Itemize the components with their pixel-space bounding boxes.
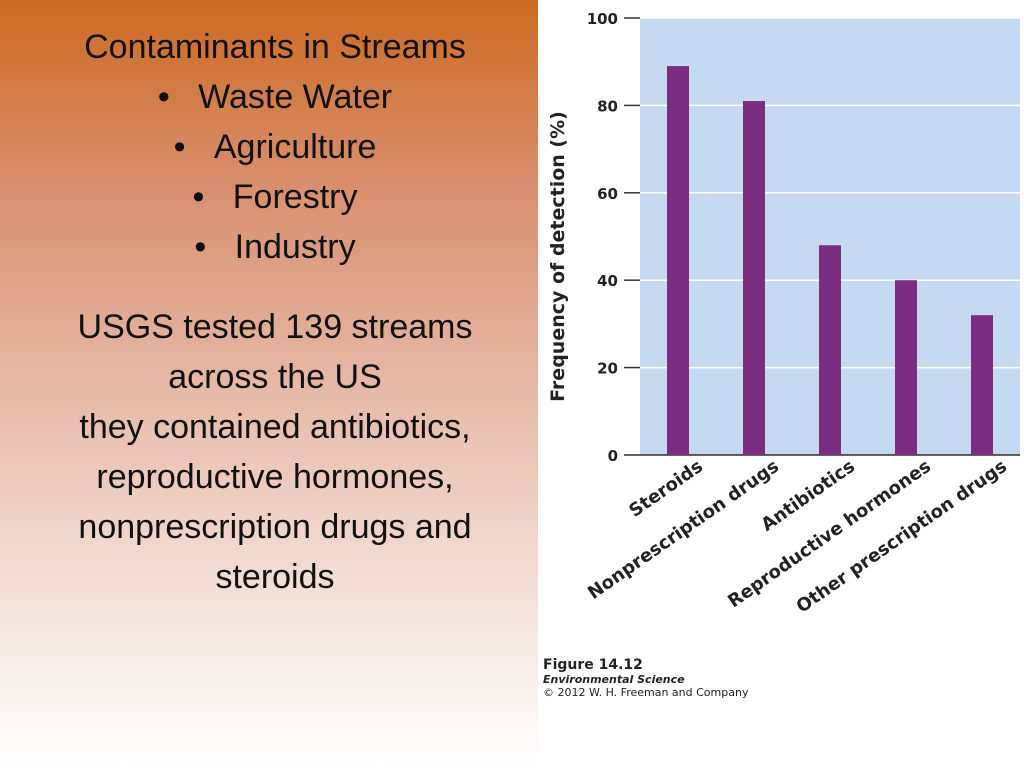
bar — [971, 315, 993, 455]
figure: 0 20 40 60 80 100 Steroids Nonprescription drug… — [538, 0, 1024, 768]
body-line: USGS tested 139 streams — [77, 308, 473, 346]
bullet-item: Forestry — [20, 172, 530, 222]
body-line: across the US — [168, 358, 382, 396]
bullet-item: Waste Water — [20, 72, 530, 122]
bar — [743, 101, 765, 455]
y-tick-label: 0 — [608, 447, 618, 465]
y-tick-label: 80 — [597, 97, 618, 115]
body-text: USGS tested 139 streams across the US th… — [20, 302, 530, 602]
bullet-item: Industry — [20, 222, 530, 272]
body-line: they contained antibiotics, — [79, 408, 471, 446]
slide-text-panel: Contaminants in Streams Waste Water Agri… — [0, 0, 540, 768]
bullet-item: Agriculture — [20, 122, 530, 172]
figure-source: Environmental Science — [543, 673, 685, 686]
bar — [895, 280, 917, 455]
slide-heading: Contaminants in Streams — [84, 28, 466, 66]
bar — [667, 66, 689, 455]
bar — [819, 245, 841, 455]
body-line: nonprescription drugs and — [78, 508, 472, 546]
y-tick-label: 60 — [597, 185, 618, 203]
body-line: steroids — [215, 558, 335, 596]
y-tick-label: 20 — [597, 360, 618, 378]
y-tick-label: 100 — [587, 10, 618, 28]
bullet-list: Waste Water Agriculture Forestry Industr… — [20, 72, 530, 272]
y-tick-label: 40 — [597, 272, 618, 290]
figure-copyright: © 2012 W. H. Freeman and Company — [543, 686, 749, 699]
figure-caption: Figure 14.12 Environmental Science © 201… — [543, 657, 843, 699]
title-block: Contaminants in Streams Waste Water Agri… — [20, 22, 530, 272]
body-line: reproductive hormones, — [96, 458, 454, 496]
figure-number: Figure 14.12 — [543, 657, 643, 673]
y-axis-label: Frequency of detection (%) — [547, 111, 569, 402]
